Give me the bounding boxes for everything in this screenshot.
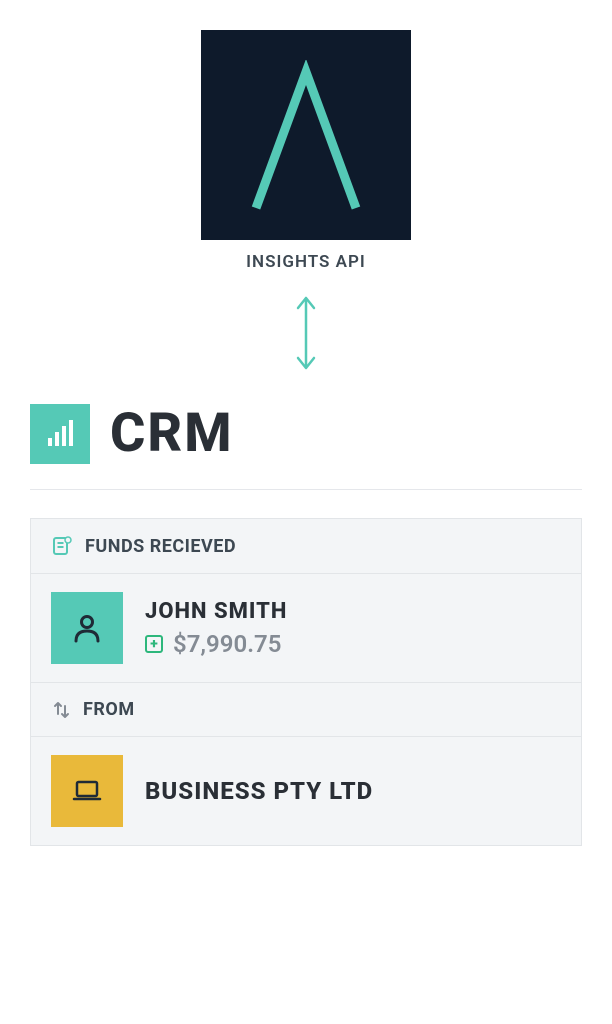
funds-header-row: FUNDS RECIEVED [31, 519, 581, 573]
from-header-row: FROM [31, 683, 581, 736]
business-row: BUSINESS PTY LTD [31, 737, 581, 845]
from-label: FROM [83, 699, 135, 720]
transaction-card: FUNDS RECIEVED JOHN SMITH + [30, 518, 582, 846]
person-name: JOHN SMITH [145, 599, 287, 624]
api-label: INSIGHTS API [246, 252, 366, 272]
divider [30, 489, 582, 490]
api-logo [201, 30, 411, 240]
amount-value: $7,990.75 [173, 630, 281, 658]
bar-chart-icon [30, 404, 90, 464]
crm-title: CRM [110, 402, 234, 465]
business-name: BUSINESS PTY LTD [145, 777, 373, 805]
person-icon [70, 611, 104, 645]
lambda-icon [241, 60, 371, 210]
business-avatar [51, 755, 123, 827]
person-row: JOHN SMITH + $7,990.75 [31, 574, 581, 682]
bidirectional-arrow-icon [293, 294, 319, 376]
plus-icon: + [145, 635, 163, 653]
crm-header: CRM [30, 402, 582, 465]
document-icon [51, 535, 73, 557]
laptop-icon [69, 773, 105, 809]
funds-label: FUNDS RECIEVED [85, 536, 236, 557]
transfer-icon [51, 700, 71, 720]
person-avatar [51, 592, 123, 664]
